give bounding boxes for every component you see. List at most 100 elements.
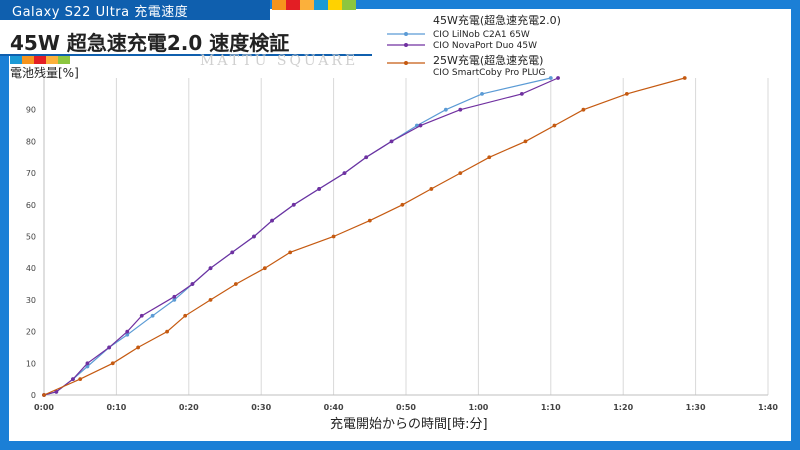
legend-swatch-marker-0 [404,32,408,36]
data-point-s2-9 [288,250,293,255]
y-tick-label-2: 20 [26,328,36,337]
data-point-s2-18 [581,107,586,112]
y-tick-label-6: 60 [26,201,36,210]
data-point-s1-5 [125,329,130,334]
data-point-s1-2 [71,377,75,382]
data-point-s2-15 [487,155,492,160]
data-point-s2-8 [262,266,267,271]
chart-headline: 45W 超急速充電2.0 速度検証 [10,31,290,55]
data-point-s1-9 [208,266,213,271]
stripe-top-5 [342,0,356,10]
x-tick-label-8: 1:20 [613,403,633,412]
data-point-s1-19 [458,107,463,112]
y-tick-label-3: 30 [26,296,36,305]
legend-label-0: CIO LilNob C2A1 65W [433,30,530,40]
data-point-s1-20 [519,91,524,96]
data-point-s1-6 [139,313,144,318]
legend-swatch-marker-1 [404,43,408,47]
x-tick-label-7: 1:10 [541,403,561,412]
data-point-s2-7 [233,282,238,286]
data-point-s1-8 [190,282,195,286]
legend-group-header-1: 25W充電(超急速充電) [433,53,543,67]
data-point-s0-5 [125,332,130,337]
y-tick-label-1: 10 [26,359,36,368]
data-point-s2-16 [523,139,528,144]
stripe-top-4 [328,0,342,10]
y-tick-label-7: 70 [26,169,36,178]
x-axis-label: 充電開始からの時間[時:分] [330,417,488,432]
data-point-s0-21 [548,76,553,80]
data-point-s2-5 [183,313,188,318]
data-point-s2-19 [624,91,629,96]
data-point-s2-14 [458,171,463,176]
x-tick-label-10: 1:40 [758,403,778,412]
stripe-bottom-4 [58,56,70,64]
x-tick-label-3: 0:30 [251,403,271,412]
data-point-s1-14 [317,187,322,191]
x-tick-label-9: 1:30 [686,403,706,412]
y-tick-label-8: 80 [26,137,36,146]
legend-label-1: CIO NovaPort Duo 45W [433,41,537,51]
data-point-s2-1 [78,377,83,382]
data-point-s1-1 [54,389,59,394]
data-point-s1-4 [107,345,112,350]
series-line-2 [43,77,685,396]
legend-group-header-0: 45W充電(超急速充電2.0) [433,13,561,27]
stripe-top-2 [300,0,314,10]
data-point-s2-6 [208,298,213,302]
y-tick-label-9: 90 [26,106,36,115]
data-point-s1-7 [172,294,177,299]
device-tag: Galaxy S22 Ultra 充電速度 [12,5,189,20]
series-line-1 [43,77,559,396]
device-tag-bar [0,0,270,20]
data-point-s2-4 [165,329,169,334]
stripe-top-1 [286,0,300,10]
stripe-bottom-3 [46,56,58,64]
data-point-s2-10 [331,234,336,239]
x-tick-label-5: 0:50 [396,403,416,412]
data-point-s2-17 [552,123,557,128]
legend-swatch-marker-2 [404,61,408,65]
data-point-s1-12 [270,218,274,223]
data-point-s1-18 [418,123,423,128]
chart-panel [9,9,791,441]
watermark: MATTU SQUARE [200,53,359,69]
data-point-s2-11 [367,218,372,223]
data-point-s2-3 [136,345,141,350]
data-point-s2-13 [429,187,434,191]
y-tick-label-4: 40 [26,264,36,273]
headline-box [0,20,372,56]
data-point-s1-17 [389,139,394,144]
x-tick-label-2: 0:20 [179,403,199,412]
stripe-bottom-1 [22,56,34,64]
stripe-bottom-0 [10,56,22,64]
y-tick-label-0: 0 [31,391,36,400]
data-point-s2-0 [42,393,46,397]
data-point-s0-7 [172,298,177,302]
legend-label-2: CIO SmartCoby Pro PLUG [433,68,546,78]
data-point-s1-10 [230,250,235,255]
data-point-s2-12 [400,202,405,207]
data-point-s1-15 [342,171,347,176]
stripe-bottom-2 [34,56,46,64]
data-point-s1-3 [85,361,90,366]
y-axis-label: 電池残量[%] [10,66,79,80]
stripe-top-3 [314,0,328,10]
data-point-s0-3 [85,364,90,369]
data-point-s2-20 [682,76,687,80]
data-point-s0-20 [480,91,484,96]
x-tick-label-1: 0:10 [106,403,126,412]
data-point-s2-2 [110,361,115,366]
y-tick-label-5: 50 [26,233,36,242]
x-tick-label-0: 0:00 [34,403,54,412]
data-point-s1-21 [556,76,560,80]
x-tick-label-4: 0:40 [324,403,344,412]
data-point-s0-6 [150,313,155,318]
data-point-s1-11 [252,234,256,239]
data-point-s1-16 [364,155,369,160]
data-point-s0-19 [443,107,448,112]
data-point-s1-13 [291,202,296,207]
x-tick-label-6: 1:00 [468,403,488,412]
